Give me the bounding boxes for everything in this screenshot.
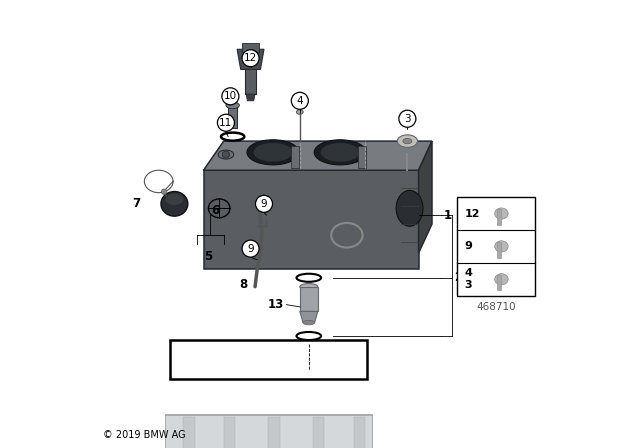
Ellipse shape xyxy=(218,150,234,159)
Bar xyxy=(291,146,299,168)
Ellipse shape xyxy=(253,143,292,162)
Circle shape xyxy=(291,92,308,109)
Polygon shape xyxy=(237,49,264,69)
Bar xyxy=(243,43,259,52)
Bar xyxy=(497,209,500,225)
Bar xyxy=(353,417,365,448)
Text: 4
3: 4 3 xyxy=(465,268,472,290)
Text: 10: 10 xyxy=(224,91,237,101)
Text: 9: 9 xyxy=(465,241,472,251)
Text: 2: 2 xyxy=(454,271,463,284)
Circle shape xyxy=(222,88,239,105)
Ellipse shape xyxy=(226,102,239,109)
Polygon shape xyxy=(419,141,432,253)
Bar xyxy=(224,417,235,448)
Bar xyxy=(314,417,324,448)
Text: 4: 4 xyxy=(296,96,303,106)
Bar xyxy=(170,340,367,379)
Bar xyxy=(497,275,500,290)
Circle shape xyxy=(218,114,234,131)
Circle shape xyxy=(399,110,416,127)
Text: 468710: 468710 xyxy=(476,302,516,312)
Text: 12: 12 xyxy=(465,209,480,219)
Circle shape xyxy=(161,189,167,194)
Ellipse shape xyxy=(296,110,303,114)
Ellipse shape xyxy=(303,320,315,325)
Bar xyxy=(184,417,195,448)
Text: 9: 9 xyxy=(247,244,254,254)
Circle shape xyxy=(242,240,259,257)
Text: 8: 8 xyxy=(240,278,248,291)
Bar xyxy=(228,105,237,128)
Ellipse shape xyxy=(495,208,508,219)
Ellipse shape xyxy=(403,138,412,144)
Ellipse shape xyxy=(495,274,508,285)
Ellipse shape xyxy=(396,190,423,226)
Bar xyxy=(165,414,371,448)
Polygon shape xyxy=(204,141,432,170)
Ellipse shape xyxy=(165,194,184,205)
Polygon shape xyxy=(246,94,255,101)
Text: 9: 9 xyxy=(260,199,268,209)
Text: 3: 3 xyxy=(404,114,411,124)
Bar xyxy=(300,287,317,311)
Text: 13: 13 xyxy=(268,298,284,311)
Bar xyxy=(269,417,280,448)
Ellipse shape xyxy=(161,192,188,216)
Bar xyxy=(497,242,500,258)
Text: 11: 11 xyxy=(220,118,232,128)
Circle shape xyxy=(222,151,230,158)
Text: 6: 6 xyxy=(212,204,220,217)
Ellipse shape xyxy=(314,140,366,165)
Ellipse shape xyxy=(300,284,317,290)
Text: 1: 1 xyxy=(443,208,451,222)
Circle shape xyxy=(255,195,273,212)
Polygon shape xyxy=(204,170,419,269)
Polygon shape xyxy=(300,311,317,323)
Text: © 2019 BMW AG: © 2019 BMW AG xyxy=(103,431,186,440)
Circle shape xyxy=(242,50,259,67)
Text: 7: 7 xyxy=(132,197,141,211)
Text: 12: 12 xyxy=(244,53,257,63)
Ellipse shape xyxy=(321,143,360,162)
Bar xyxy=(245,65,256,94)
Bar xyxy=(457,197,535,296)
Text: 5: 5 xyxy=(204,250,212,263)
Ellipse shape xyxy=(397,135,417,147)
Ellipse shape xyxy=(247,140,299,165)
Bar xyxy=(358,146,366,168)
Ellipse shape xyxy=(495,241,508,252)
